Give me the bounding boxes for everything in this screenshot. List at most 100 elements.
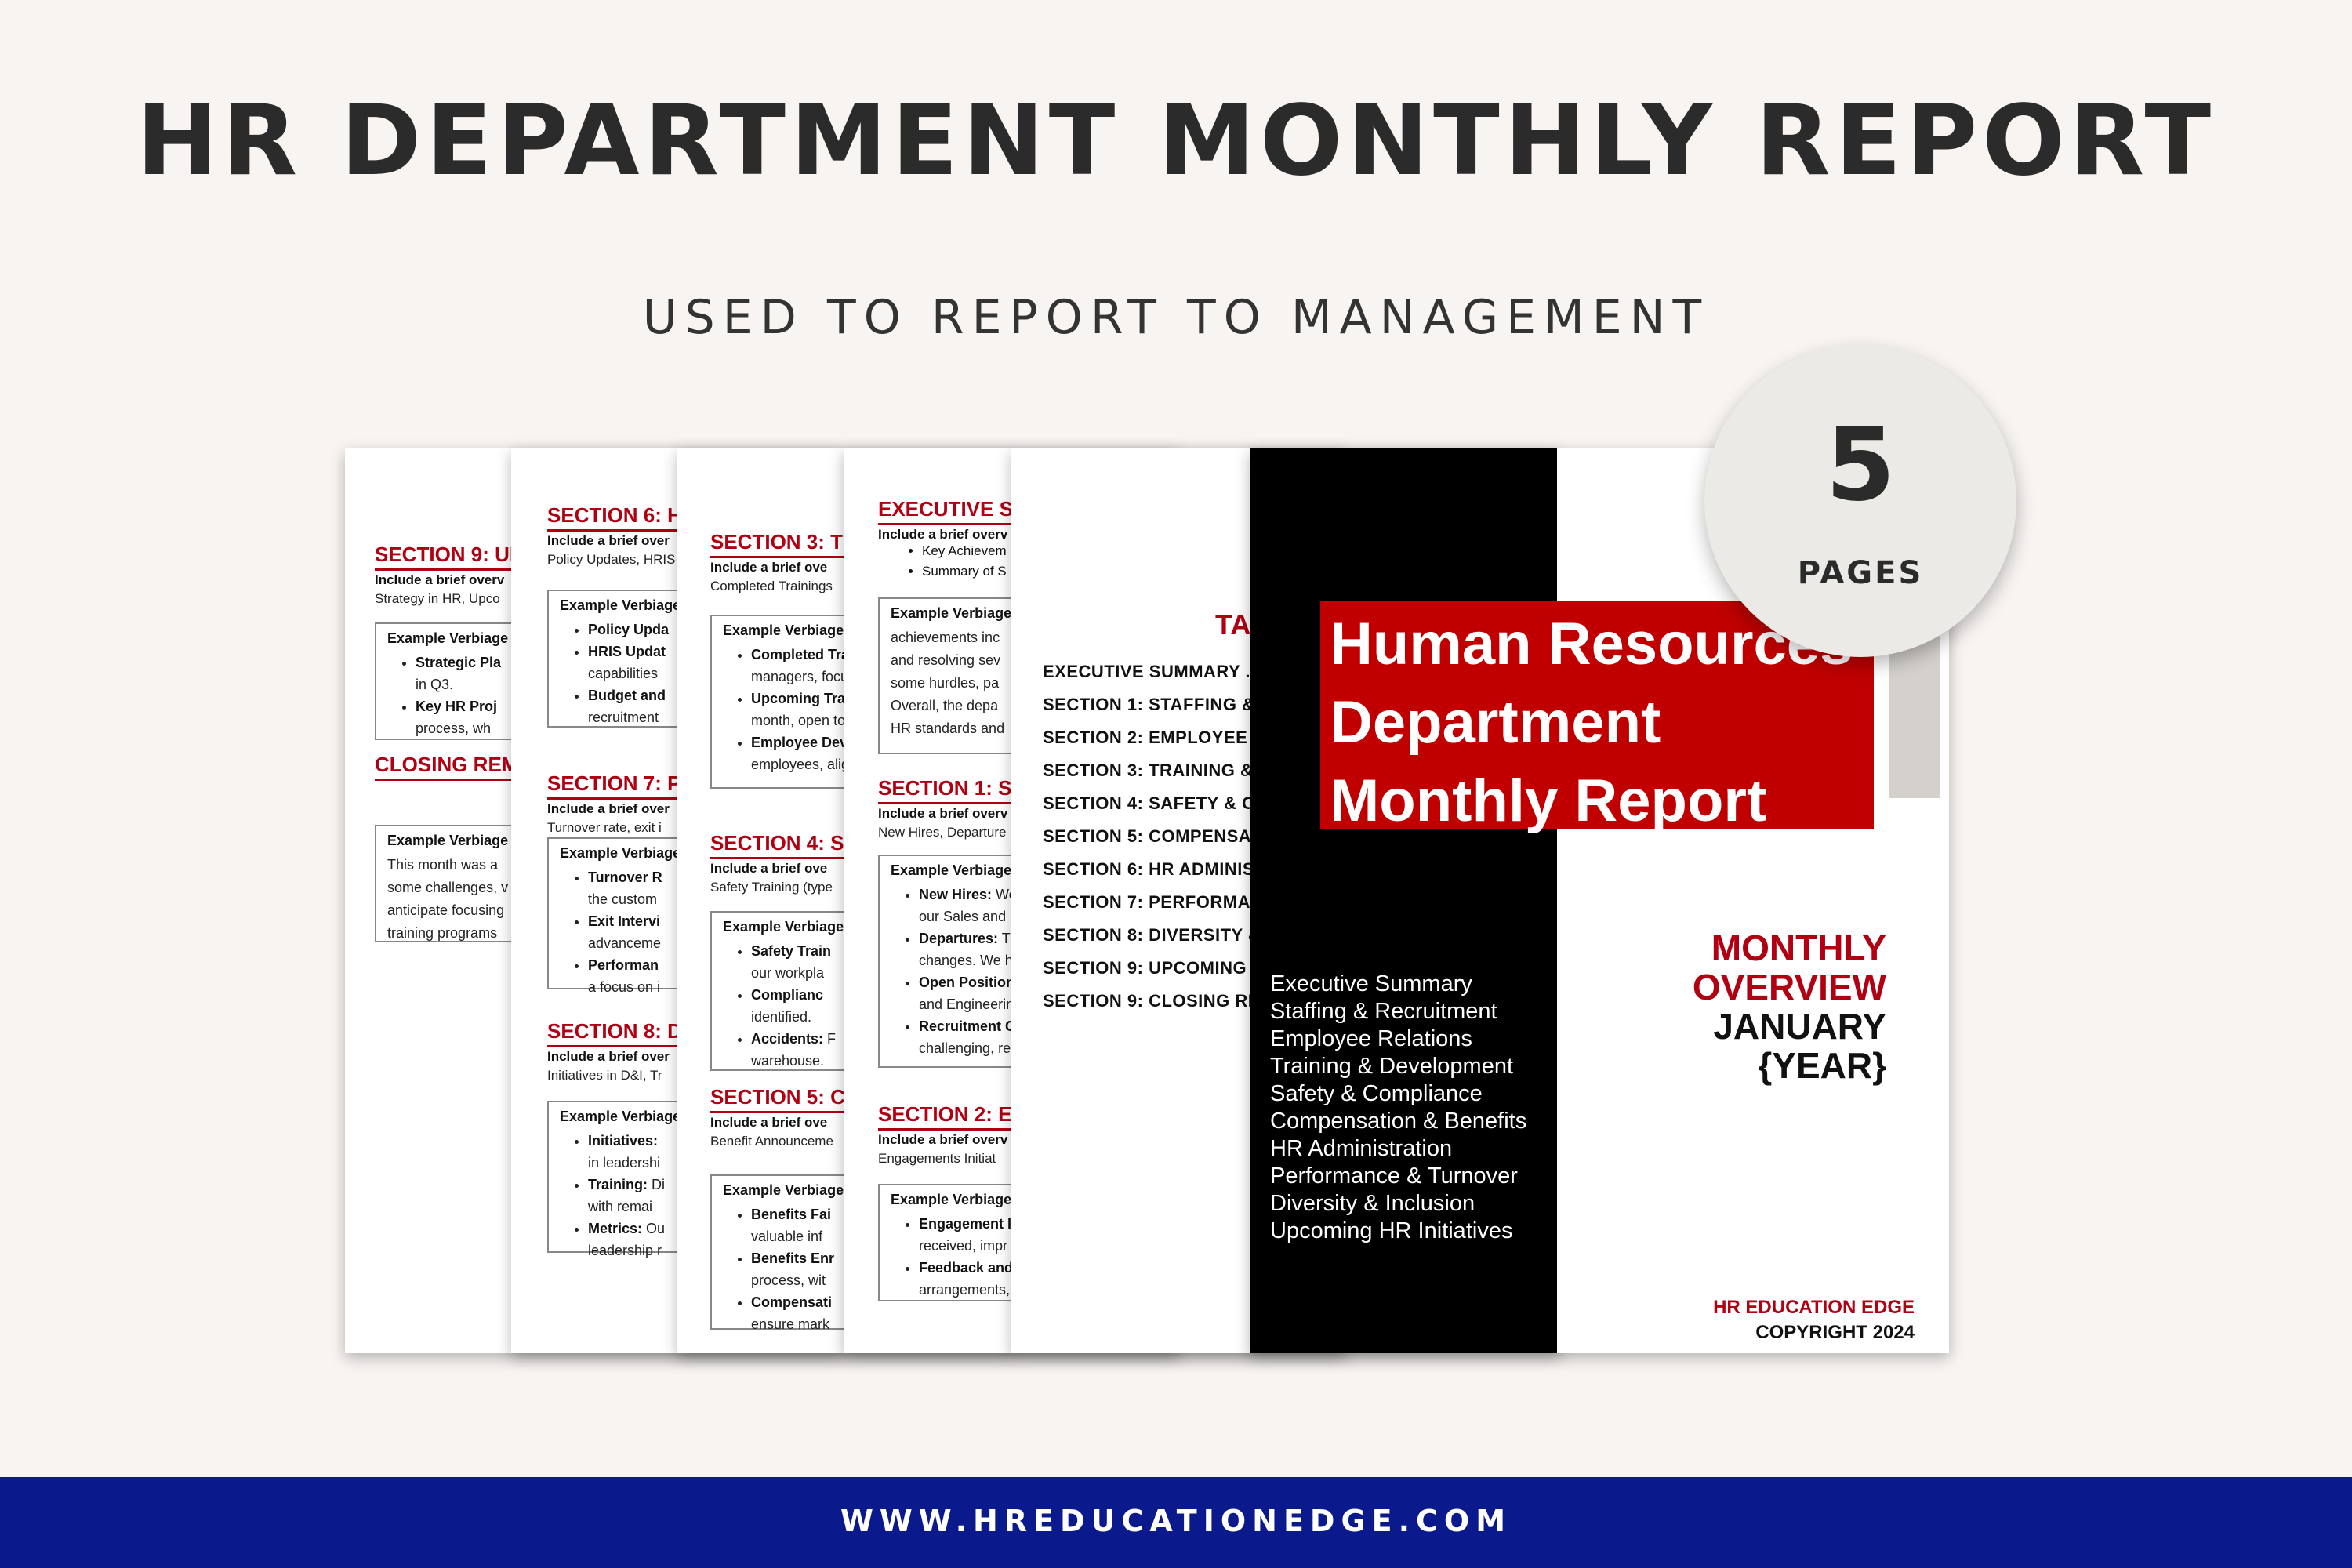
example-list: Initiatives:in leadershi Training: Diwit… [560, 1130, 1013, 1261]
badge-label: PAGES [1797, 555, 1924, 591]
summary-line: some hurdles, pa [891, 675, 1000, 691]
toc-item: SECTION 9: CLOSING RE [1043, 991, 1260, 1011]
cover-section-item: Performance & Turnover [1270, 1163, 1518, 1189]
section-intro: Turnover rate, exit i [547, 820, 662, 835]
cover-brand: HR EDUCATION EDGE COPYRIGHT 2024 [1713, 1295, 1915, 1345]
section-title: SECTION 6: HI [547, 503, 688, 532]
section-intro: New Hires, Departure [878, 825, 1007, 840]
toc-item: SECTION 8: DIVERSITY & [1043, 925, 1261, 945]
section-title: SECTION 8: DI [547, 1019, 688, 1047]
section-title: EXECUTIVE SU [878, 497, 1028, 525]
toc-item: SECTION 3: TRAINING & [1043, 760, 1254, 780]
section-intro-bold: Include a brief over [547, 801, 670, 816]
cover-section-list: Executive Summary Staffing & Recruitment… [1270, 971, 1526, 1245]
section-intro-bold: Include a brief overv [375, 572, 505, 587]
summary-line: achievements inc [891, 630, 1000, 645]
footer-url[interactable]: WWW.HREDUCATIONEDGE.COM [840, 1504, 1512, 1538]
toc-item: SECTION 7: PERFORMAN [1043, 892, 1264, 912]
toc-title: TA [1215, 608, 1251, 641]
toc-item: SECTION 4: SAFETY & CO [1043, 793, 1269, 813]
page-subheadline: USED TO REPORT TO MANAGEMENT [642, 290, 1710, 345]
footer-bar: WWW.HREDUCATIONEDGE.COM [0, 1477, 2352, 1568]
section-intro-bold: Include a brief overv [878, 806, 1008, 821]
toc-item: SECTION 9: UPCOMING [1043, 958, 1247, 978]
cover-section-item: Executive Summary [1270, 971, 1472, 996]
cover-section-item: Compensation & Benefits [1270, 1109, 1527, 1134]
section-intro-bold: Include a brief over [547, 1049, 670, 1064]
closing-remarks-title: CLOSING REM [375, 753, 519, 781]
cover-section-item: Training & Development [1270, 1054, 1514, 1079]
cover-section-item: Upcoming HR Initiatives [1270, 1218, 1513, 1243]
toc-list: EXECUTIVE SUMMARY . SECTION 1: STAFFING … [1043, 655, 1269, 1018]
overview-line: OVERVIEW [1692, 967, 1886, 1007]
section-title: SECTION 9: UP [375, 543, 524, 571]
example-box-title: Example Verbiage [891, 862, 1012, 878]
summary-line: Overall, the depa [891, 698, 999, 713]
toc-item: SECTION 6: HR ADMINIS [1043, 859, 1255, 879]
section-intro-bold: Include a brief overv [878, 1132, 1008, 1147]
overview-year: {YEAR} [1758, 1045, 1886, 1086]
list-item: Initiatives:in leadershi [588, 1130, 1013, 1174]
badge-number: 5 [1825, 407, 1896, 524]
section-intro: Initiatives in D&I, Tr [547, 1068, 662, 1083]
section-intro-bold: Include a brief overv [878, 527, 1008, 542]
section-intro: Safety Training (type [710, 880, 833, 895]
example-box-title: Example Verbiage [387, 630, 509, 646]
list-item: Summary of S [922, 561, 1007, 582]
section-title: SECTION 3: TR [710, 530, 858, 558]
example-box-title: Example Verbiage [723, 622, 844, 638]
list-item: Policy Upda [588, 619, 1013, 641]
section-title: SECTION 2: EM [878, 1102, 1029, 1131]
section-intro: Engagements Initiat [878, 1151, 996, 1166]
cover-black-panel [1250, 448, 1557, 1353]
section-title: SECTION 4: SA [710, 831, 859, 859]
cover-section-item: HR Administration [1270, 1136, 1453, 1161]
closing-line: training programs [387, 925, 498, 941]
toc-item: SECTION 5: COMPENSAT [1043, 826, 1261, 846]
example-box-title: Example Verbiage [891, 1192, 1012, 1207]
summary-line: and resolving sev [891, 652, 1001, 668]
cover-section-item: Employee Relations [1270, 1026, 1472, 1051]
section-intro-bold: Include a brief over [547, 533, 670, 548]
section-intro: Policy Updates, HRIS [547, 552, 676, 567]
cover-section-item: Safety & Compliance [1270, 1081, 1483, 1106]
section-title: SECTION 7: PE [547, 771, 695, 800]
closing-line: This month was a [387, 857, 499, 873]
section-intro: Benefit Announceme [710, 1134, 833, 1149]
toc-item: SECTION 2: EMPLOYEE R [1043, 728, 1266, 747]
copyright: COPYRIGHT 2024 [1755, 1322, 1915, 1343]
report-cover-page: Human Resources Department Monthly Repor… [1250, 448, 1949, 1353]
example-box-title: Example Verbiage [723, 919, 844, 935]
summary-line: HR standards and [891, 720, 1005, 736]
section-intro-bold: Include a brief ove [710, 1115, 828, 1130]
cover-section-item: Diversity & Inclusion [1270, 1191, 1475, 1216]
closing-line: some challenges, v [387, 880, 509, 895]
example-box-title: Example Verbiage [723, 1182, 844, 1198]
section-intro: Completed Trainings [710, 579, 833, 593]
section-title: SECTION 1: ST [878, 776, 1025, 804]
page-headline: HR DEPARTMENT MONTHLY REPORT [136, 85, 2216, 198]
section-intro: Strategy in HR, Upco [375, 591, 500, 606]
section-intro-bold: Include a brief ove [710, 560, 828, 575]
